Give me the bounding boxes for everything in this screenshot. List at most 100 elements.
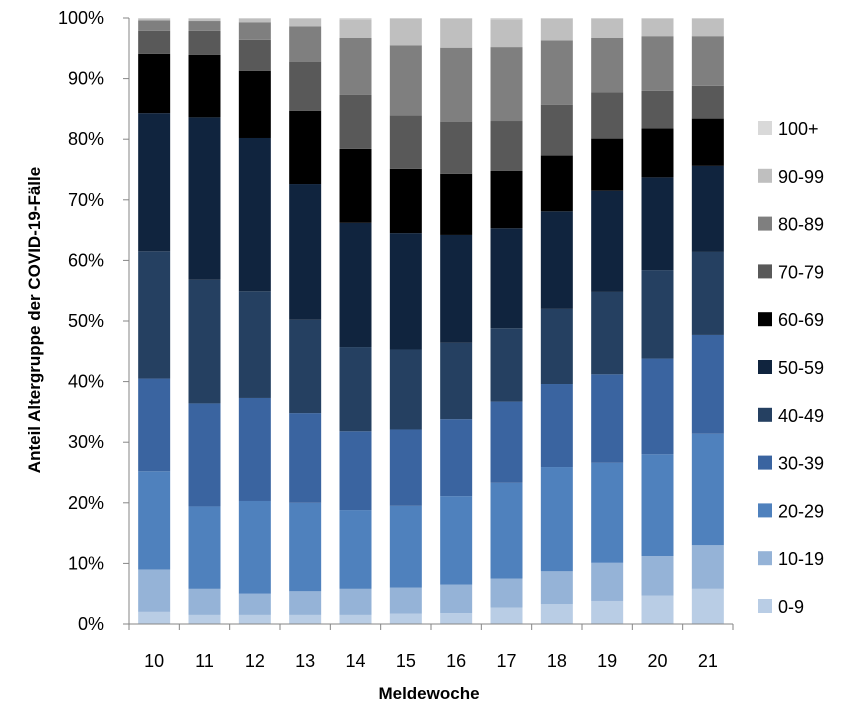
x-tick-label: 12 <box>245 651 265 671</box>
bar-segment-40-49 <box>440 342 473 420</box>
legend-swatch-100+ <box>758 121 772 135</box>
bar-segment-50-59 <box>389 233 422 350</box>
bar-segment-0-9 <box>691 588 724 624</box>
legend-label-100+: 100+ <box>778 119 819 139</box>
legend: 100+ 90-99 80-89 70-79 60-69 50-59 40-49 30-39 2… <box>758 119 824 617</box>
x-tick-labels: 10 11 12 13 14 15 16 17 18 19 20 21 <box>144 651 718 671</box>
bar-segment-20-29 <box>540 467 573 572</box>
bar-segment-80-89 <box>188 21 221 31</box>
bar-segment-40-49 <box>138 251 171 379</box>
bar-segment-30-39 <box>490 401 523 483</box>
bar-segment-70-79 <box>188 30 221 55</box>
x-tick-label: 11 <box>195 651 214 671</box>
bar-segment-20-29 <box>339 510 372 589</box>
bar-segment-100+ <box>339 18 372 20</box>
bar-segment-10-19 <box>138 569 171 612</box>
bar-segment-10-19 <box>339 588 372 615</box>
bar-segment-30-39 <box>188 403 221 507</box>
bar-segment-20-29 <box>691 433 724 546</box>
bar-segment-40-49 <box>389 349 422 430</box>
y-tick-label: 30% <box>68 432 104 452</box>
bar-segment-70-79 <box>641 90 674 129</box>
bar-segment-40-49 <box>540 308 573 385</box>
y-tick-labels: 0% 10% 20% 30% 40% 50% 60% 70% 80% 90% 100% <box>58 8 104 634</box>
bar-segment-60-69 <box>691 118 724 166</box>
bar-segment-90-99 <box>641 18 674 37</box>
bar-segment-90-99 <box>440 18 473 48</box>
legend-label-40-49: 40-49 <box>778 406 824 426</box>
bar-segment-100+ <box>238 18 271 19</box>
bar-segment-10-19 <box>188 588 221 615</box>
bar-segment-40-49 <box>641 270 674 359</box>
bar-segment-60-69 <box>540 155 573 212</box>
x-tick-label: 13 <box>295 651 315 671</box>
legend-swatch-70-79 <box>758 264 772 279</box>
bar-segment-100+ <box>641 18 674 19</box>
y-tick-label: 100% <box>58 8 104 28</box>
bar-segment-90-99 <box>188 18 221 22</box>
bar-segment-100+ <box>289 18 322 19</box>
bar-segment-10-19 <box>440 584 473 614</box>
bar-segment-50-59 <box>339 222 372 348</box>
bar-segment-70-79 <box>591 92 624 139</box>
bar-segment-40-49 <box>188 279 221 404</box>
bar-segment-80-89 <box>440 47 473 122</box>
bar-segment-60-69 <box>138 53 171 114</box>
legend-swatch-40-49 <box>758 407 772 422</box>
x-tick-label: 14 <box>345 651 365 671</box>
bar-segment-100+ <box>440 18 473 19</box>
legend-label-70-79: 70-79 <box>778 262 824 282</box>
bar-segment-90-99 <box>289 18 322 27</box>
bar-segment-80-89 <box>691 36 724 86</box>
bar-segment-20-29 <box>289 502 322 592</box>
bar-segment-40-49 <box>591 291 624 375</box>
bar-segment-90-99 <box>339 19 372 38</box>
bar-segment-60-69 <box>188 54 221 118</box>
bar-segment-50-59 <box>691 165 724 252</box>
y-tick-label: 80% <box>68 129 104 149</box>
bar-segment-60-69 <box>238 70 271 138</box>
bar-segment-20-29 <box>490 482 523 579</box>
legend-label-20-29: 20-29 <box>778 501 824 521</box>
bar-segment-90-99 <box>691 18 724 37</box>
bar-segment-20-29 <box>641 454 674 557</box>
bar-segment-90-99 <box>138 18 171 21</box>
bar-segment-80-89 <box>238 22 271 40</box>
bar-segment-0-9 <box>591 600 624 624</box>
y-tick-label: 60% <box>68 250 104 270</box>
x-tick-label: 21 <box>698 651 718 671</box>
x-tick-label: 18 <box>547 651 567 671</box>
legend-label-10-19: 10-19 <box>778 549 824 569</box>
bar-segment-30-39 <box>540 384 573 468</box>
bar-segment-90-99 <box>540 18 573 41</box>
bar-segment-100+ <box>540 18 573 19</box>
bar-segment-80-89 <box>389 45 422 116</box>
bar-segment-80-89 <box>540 40 573 105</box>
bar-segment-30-39 <box>289 413 322 503</box>
bar-segment-100+ <box>591 18 624 19</box>
bar-segment-30-39 <box>440 419 473 497</box>
legend-swatch-30-39 <box>758 455 772 470</box>
bar-segment-100+ <box>389 18 422 19</box>
bar-segment-10-19 <box>389 587 422 614</box>
bar-segment-0-9 <box>138 611 171 624</box>
bar-segment-60-69 <box>289 110 322 185</box>
bar-segment-0-9 <box>540 604 573 624</box>
bar-segment-0-9 <box>289 614 322 624</box>
bar-segment-0-9 <box>339 614 372 624</box>
legend-label-50-59: 50-59 <box>778 358 824 378</box>
bar-segment-50-59 <box>591 190 624 292</box>
bar-segment-100+ <box>188 18 221 19</box>
bar-segment-70-79 <box>138 30 171 54</box>
bar-segment-50-59 <box>289 184 322 320</box>
bar-segment-20-29 <box>591 462 624 563</box>
y-tick-label: 10% <box>68 553 104 573</box>
bar-segment-80-89 <box>339 37 372 95</box>
bar-segment-20-29 <box>238 500 271 594</box>
bar-segment-0-9 <box>238 614 271 624</box>
bar-segment-60-69 <box>490 170 523 229</box>
bar-segment-10-19 <box>490 578 523 608</box>
bar-segment-0-9 <box>490 607 523 624</box>
legend-swatch-0-9 <box>758 599 772 613</box>
bar-segment-70-79 <box>389 115 422 169</box>
